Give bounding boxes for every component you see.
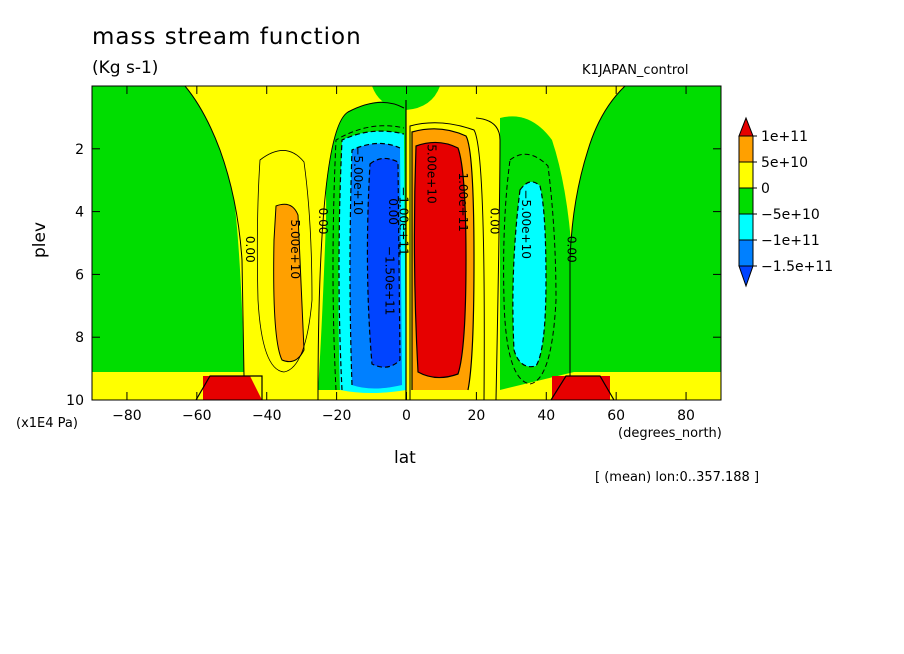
contour-neg-right-1 [503,153,557,385]
y-tick-label: 6 [75,267,84,283]
contour-yellow-left-inner [256,150,313,373]
band-orange-left [273,204,304,362]
colorbar-label: −1e+11 [761,233,820,249]
y-axis: 2 4 6 8 10 [66,142,721,409]
band-cyan-right [512,181,546,367]
contour-zero-center-right [475,117,501,400]
colorbar: 1e+11 5e+10 0 −5e+10 −1e+11 −1.5e+11 [738,116,833,288]
contour-neg-right-2 [512,181,547,368]
y-tick-label: 4 [75,205,84,221]
contour-label: 0.00 [386,198,400,225]
contour-label: 5.00e+10 [424,144,438,203]
colorbar-swatch [738,239,754,267]
colorbar-top-triangle [738,116,754,137]
colorbar-label: −1.5e+11 [761,259,833,275]
contour-line-layer [184,86,626,400]
contour-zero-right [569,86,626,376]
contour-pos-center-2 [411,128,475,391]
chart-title: mass stream function [92,24,362,50]
x-tick-label: −40 [252,408,282,424]
topography-north [552,376,610,400]
contour-label-layer: 5.00e+10 −5.00e+10 −1.00e+11−1.50e+11 1.00e… [243,144,578,315]
contour-neg-left-1 [332,125,405,391]
topography-edge [195,375,615,400]
x-tick-label: 40 [537,408,555,424]
x-axis-units: (degrees_north) [618,426,722,441]
band-green-left [92,86,244,372]
contour-label: −1.50e+11 [383,246,397,315]
contour-fill-layer [92,86,721,400]
x-tick-label: −60 [182,408,212,424]
chart-units: (Kg s-1) [92,58,159,78]
x-tick-label: 0 [402,408,411,424]
x-tick-label: 80 [677,408,695,424]
contour-pos-center-1 [409,122,485,400]
y-tick-label: 8 [75,330,84,346]
band-darkblue-left [367,158,400,368]
x-tick-label: 20 [467,408,485,424]
contour-label: −5.00e+10 [519,189,533,258]
contour-zero-left [184,86,245,377]
colorbar-swatch [738,213,754,241]
contour-label: −1.00e+11 [397,186,411,255]
contour-label: 5.00e+10 [288,220,302,279]
band-green-right [570,86,721,372]
contour-pos-center-3 [413,141,467,379]
contour-neg-left-4 [366,157,401,368]
footer-note: [ (mean) lon:0..357.188 ] [595,470,760,485]
contour-label: 0.00 [243,236,257,263]
colorbar-label: 5e+10 [761,155,808,171]
colorbar-bottom-triangle [738,265,754,288]
y-tick-label: 2 [75,142,84,158]
band-red-center [414,142,466,378]
contour-label: 0.00 [487,208,501,235]
contour-zero-center-left [317,101,405,400]
x-tick-label: −80 [112,408,142,424]
y-tick-label: 10 [66,393,84,409]
topography-south [203,376,262,400]
contour-label: −5.00e+10 [351,145,365,214]
colorbar-swatch [738,161,754,189]
contour-label: 0.00 [564,236,578,263]
colorbar-swatch [738,187,754,215]
x-tick-label: −20 [322,408,352,424]
colorbar-swatch [738,135,754,163]
y-axis-units: (x1E4 Pa) [16,416,78,431]
colorbar-label: 0 [761,181,770,197]
x-axis-label: lat [394,448,416,468]
contour-neg-left-2 [338,130,405,391]
colorbar-label: −5e+10 [761,207,820,223]
x-axis: −80 −60 −40 −20 0 20 40 60 80 [112,86,695,424]
contour-label: 0.00 [316,208,330,235]
x-tick-label: 60 [607,408,625,424]
band-green-top [372,86,440,110]
run-label: K1JAPAN_control [582,63,689,78]
contour-label: 1.00e+11 [456,172,470,231]
colorbar-label: 1e+11 [761,129,808,145]
contour-orange-left [273,203,305,363]
